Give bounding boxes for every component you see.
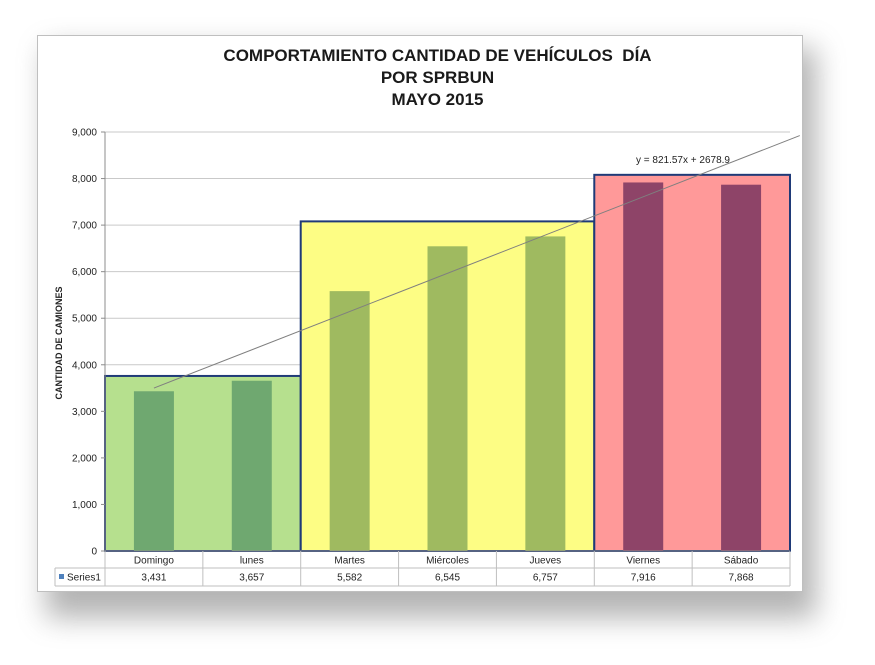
y-tick-label: 9,000 [72,128,97,139]
chart-title-line-2: POR SPRBUN [380,68,495,87]
chart-title-line-3: MAYO 2015 [391,90,484,109]
x-category-label: Domingo [134,556,174,567]
bar-lunes [231,380,272,551]
data-table-value: 6,545 [435,573,460,584]
y-axis-label: CANTIDAD DE CAMIONES [54,286,64,399]
y-tick-label: 2,000 [72,453,97,464]
bar-domingo [133,391,174,551]
x-category-label: lunes [240,556,264,567]
data-table: Domingo 3,431 lunes 3,657 Martes 5,582 Miércol… [54,550,791,587]
y-tick-label: 5,000 [72,314,97,325]
y-tick-label: 6,000 [72,267,97,278]
x-category-label: Miércoles [426,556,469,567]
y-axis: 0 1,000 2,000 3,000 4,000 5,000 6,000 7,000 8,00… [72,128,106,558]
bar-martes [329,291,370,551]
y-tick-label: 1,000 [72,500,97,511]
bar-sábado [721,184,762,552]
bar-jueves [525,236,566,551]
bar-viernes [623,182,664,551]
trendline [153,135,800,389]
y-tick-label: 8,000 [72,174,97,185]
bars [133,182,762,552]
data-table-value: 7,868 [729,573,754,584]
y-tick-label: 7,000 [72,221,97,232]
bar-miércoles [427,246,468,551]
y-tick-label: 4,000 [72,360,97,371]
chart-title-line-1: COMPORTAMIENTO CANTIDAD DE VEHÍCULOS DÍA [223,46,652,65]
x-category-label: Martes [334,556,365,567]
x-category-label: Jueves [530,556,562,567]
trendline-equation: y = 821.57x + 2678.9 [636,155,730,166]
trendline-line [153,135,800,389]
x-category-label: Sábado [724,556,759,567]
series-legend-label: Series1 [67,573,101,584]
data-table-value: 3,657 [239,573,264,584]
x-category-label: Viernes [626,556,660,567]
data-table-value: 5,582 [337,573,362,584]
data-table-value: 7,916 [631,573,656,584]
series-legend-key [59,574,64,579]
y-tick-label: 3,000 [72,407,97,418]
data-table-value: 6,757 [533,573,558,584]
chart-title: COMPORTAMIENTO CANTIDAD DE VEHÍCULOS DÍA… [0,45,875,111]
data-table-value: 3,431 [141,573,166,584]
y-tick-label: 0 [91,547,97,558]
